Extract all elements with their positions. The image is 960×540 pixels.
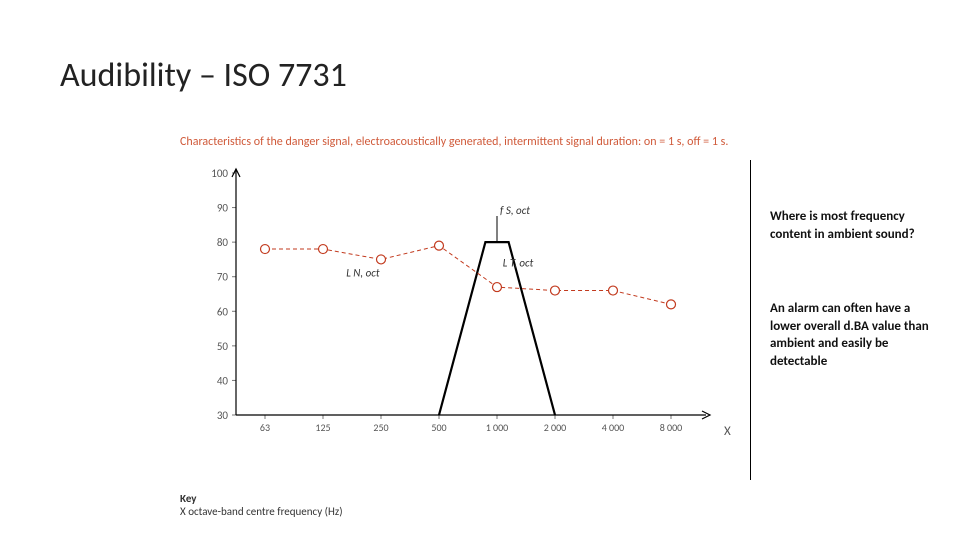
vertical-divider [750,160,751,480]
svg-text:90: 90 [217,202,229,215]
svg-text:100: 100 [211,167,228,180]
svg-text:2 000: 2 000 [544,421,567,434]
svg-text:80: 80 [217,236,229,249]
key-heading: Key [180,492,196,505]
svg-text:X: X [724,424,731,439]
svg-text:L N, oct: L N, oct [346,267,380,280]
svg-text:50: 50 [217,340,229,353]
svg-text:250: 250 [373,421,388,434]
key-x-axis: X octave-band centre frequency (Hz) [180,505,343,518]
noise-vs-signal-chart: 30 40 50 60 70 80 90 100 63 125 250 500 1 000 2 000 4 … [200,165,740,465]
svg-text:40: 40 [217,374,229,387]
svg-text:L T, oct: L T, oct [503,256,534,269]
side-note-1: Where is most frequency content in ambie… [770,208,920,243]
svg-text:70: 70 [217,271,229,284]
svg-text:125: 125 [315,421,330,434]
svg-text:Y: Y [230,165,237,169]
figure-caption: Characteristics of the danger signal, el… [180,135,770,151]
svg-text:60: 60 [217,305,229,318]
svg-text:1 000: 1 000 [486,421,509,434]
side-note-2: An alarm can often have a lower overall … [770,300,930,370]
svg-text:f S, oct: f S, oct [500,204,530,217]
chart-svg: 30 40 50 60 70 80 90 100 63 125 250 500 1 000 2 000 4 … [200,165,740,465]
page-title: Audibility – ISO 7731 [60,55,347,96]
svg-text:4 000: 4 000 [602,421,625,434]
slide: Audibility – ISO 7731 Characteristics of… [0,0,960,540]
svg-text:500: 500 [431,421,446,434]
chart-key: Key X octave-band centre frequency (Hz) [180,492,343,518]
svg-text:8 000: 8 000 [660,421,683,434]
svg-text:30: 30 [217,409,229,422]
svg-text:63: 63 [260,421,270,434]
